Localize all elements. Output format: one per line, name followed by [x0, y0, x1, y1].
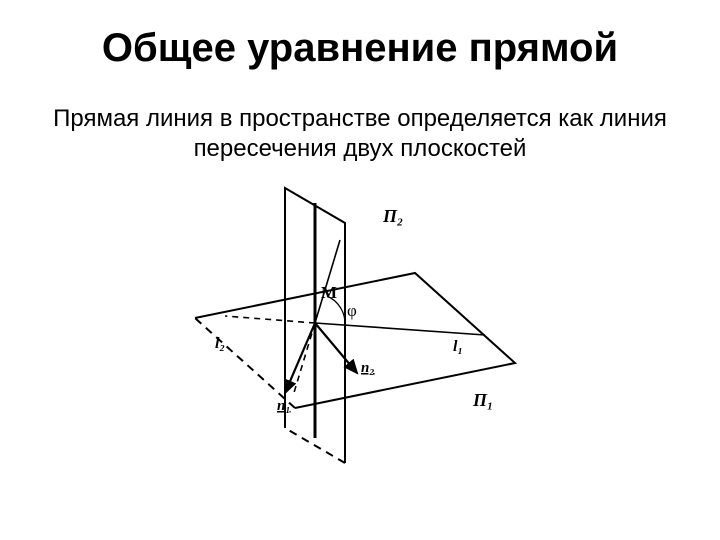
label-l2: l₂: [215, 335, 225, 352]
label-M: M: [321, 283, 337, 302]
slide: Общее уравнение прямой Прямая линия в пр…: [0, 0, 720, 540]
vector-n2: [315, 323, 357, 373]
label-pi1: П₁: [472, 390, 493, 410]
body-text: Прямая линия в пространстве определяется…: [0, 104, 720, 164]
intersecting-planes-figure: П₂ П₁ l₁ l₂ n₁ n₂ M φ: [185, 168, 535, 478]
plane-pi1: [195, 273, 515, 408]
label-pi2: П₂: [382, 206, 403, 226]
label-phi: φ: [347, 301, 357, 320]
label-n1: n₁: [277, 398, 291, 414]
label-n2: n₂: [361, 360, 375, 376]
page-title: Общее уравнение прямой: [0, 27, 720, 69]
vector-n1: [285, 323, 315, 393]
label-l1: l₁: [453, 338, 463, 355]
